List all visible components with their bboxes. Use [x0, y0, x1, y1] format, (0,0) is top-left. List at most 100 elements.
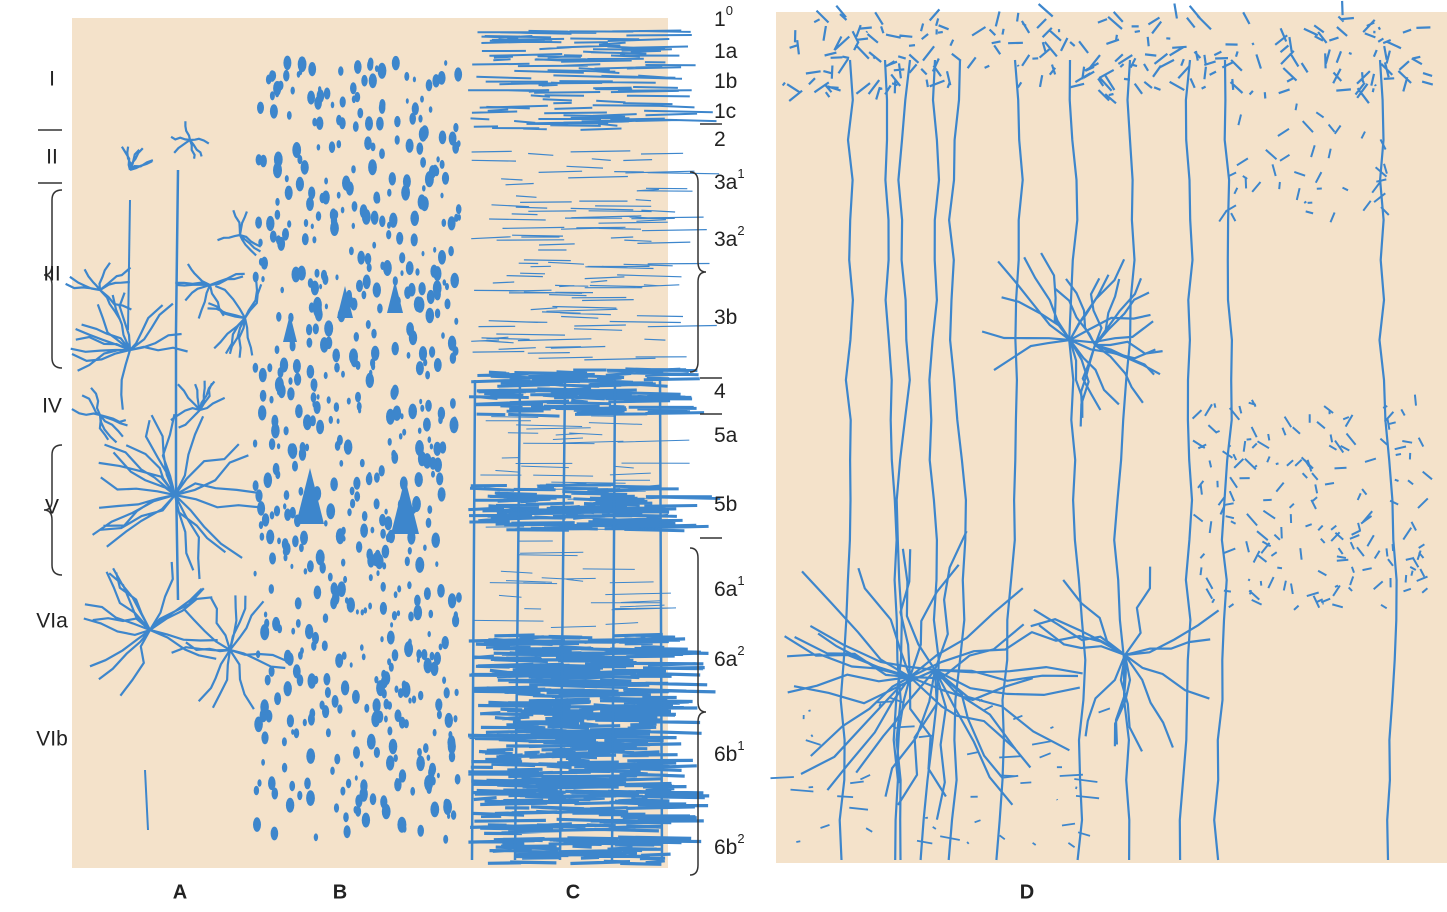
cell-body — [292, 535, 299, 548]
cell-body — [275, 197, 280, 206]
fiber — [170, 121, 210, 159]
cell-body — [353, 332, 359, 342]
cell-body — [410, 233, 418, 247]
cell-body — [399, 252, 406, 264]
cell-body — [384, 715, 388, 723]
cell-body — [440, 192, 444, 199]
cell-body — [456, 592, 462, 603]
brace — [43, 189, 63, 369]
cell-body — [258, 405, 267, 421]
cell-body — [261, 276, 265, 283]
cell-body — [368, 73, 377, 89]
cell-body — [314, 307, 323, 322]
fiber — [1218, 103, 1390, 223]
cell-body — [408, 403, 418, 420]
cell-body — [394, 685, 399, 693]
cell-body — [436, 772, 440, 779]
cell-body — [290, 563, 294, 570]
cell-body — [456, 140, 461, 148]
layer-label: VIa — [36, 610, 68, 633]
cell-body — [437, 71, 446, 85]
cell-body — [361, 209, 371, 225]
cell-body — [388, 662, 394, 672]
cell-body — [306, 364, 315, 379]
cell-body — [376, 116, 384, 131]
cell-body — [330, 477, 338, 492]
cell-body — [423, 743, 429, 754]
cell-body — [391, 384, 399, 398]
cell-body — [323, 371, 328, 380]
cell-body — [259, 532, 265, 541]
cell-body — [323, 673, 331, 686]
cell-body — [364, 136, 372, 150]
cell-body — [370, 358, 376, 368]
cell-body — [354, 775, 358, 781]
cell-body — [252, 480, 259, 492]
cell-body — [310, 223, 314, 230]
cell-body — [299, 442, 306, 453]
sublayer-label: 1b — [714, 70, 737, 93]
cell-body — [368, 602, 372, 610]
fiber — [83, 561, 218, 697]
cell-body — [255, 489, 263, 503]
cell-body — [343, 575, 348, 584]
cell-body — [338, 66, 344, 76]
cell-body — [425, 79, 433, 92]
cell-body — [454, 67, 463, 82]
cell-body — [430, 661, 439, 676]
panel-label: D — [1020, 881, 1034, 903]
cell-body — [350, 82, 357, 95]
sublayer-label: 1c — [714, 100, 736, 123]
cell-body — [302, 718, 307, 727]
cell-body — [405, 98, 409, 104]
cell-body — [447, 335, 457, 351]
cell-body — [269, 230, 277, 243]
cell-body — [444, 712, 453, 728]
cell-body — [291, 729, 295, 735]
cell-body — [263, 472, 273, 489]
fiber — [838, 59, 1398, 861]
cell-body — [393, 754, 398, 762]
cell-body — [365, 320, 371, 329]
layer-label: VIb — [36, 728, 68, 751]
cell-body — [420, 404, 425, 412]
cell-body — [415, 268, 420, 276]
cell-body — [377, 62, 387, 79]
cell-body — [433, 246, 437, 253]
layer-label: IV — [42, 395, 62, 418]
cell-body — [423, 657, 433, 674]
cell-body — [448, 750, 456, 763]
cell-body — [438, 249, 446, 265]
cell-body — [257, 501, 266, 516]
cell-body — [340, 206, 345, 214]
cell-body — [275, 89, 280, 98]
cell-body — [264, 674, 271, 686]
cell-body — [323, 87, 331, 100]
cell-body — [387, 438, 392, 446]
cell-body — [407, 581, 412, 590]
cell-body — [324, 520, 328, 527]
cell-body — [420, 196, 429, 212]
sublayer-text: 1a — [714, 40, 738, 63]
cell-body — [413, 296, 423, 313]
cell-body — [372, 241, 377, 249]
cell-body — [437, 584, 445, 598]
cell-body — [274, 376, 284, 393]
cell-body — [330, 101, 335, 109]
cell-body — [404, 286, 412, 300]
cell-body — [305, 624, 314, 640]
fiber — [471, 150, 720, 361]
cell-body — [361, 510, 368, 522]
fiber — [1054, 277, 1163, 411]
cell-body — [254, 716, 263, 733]
cell-body — [316, 144, 321, 151]
cell-body — [351, 201, 358, 212]
cell-body — [316, 394, 320, 400]
cell-body — [270, 826, 279, 841]
cell-body — [306, 790, 315, 806]
cell-body — [289, 780, 296, 792]
cell-body — [418, 114, 423, 123]
cell-body — [359, 760, 364, 768]
cell-body — [295, 176, 304, 192]
sublayer-text: 5b — [714, 493, 737, 516]
